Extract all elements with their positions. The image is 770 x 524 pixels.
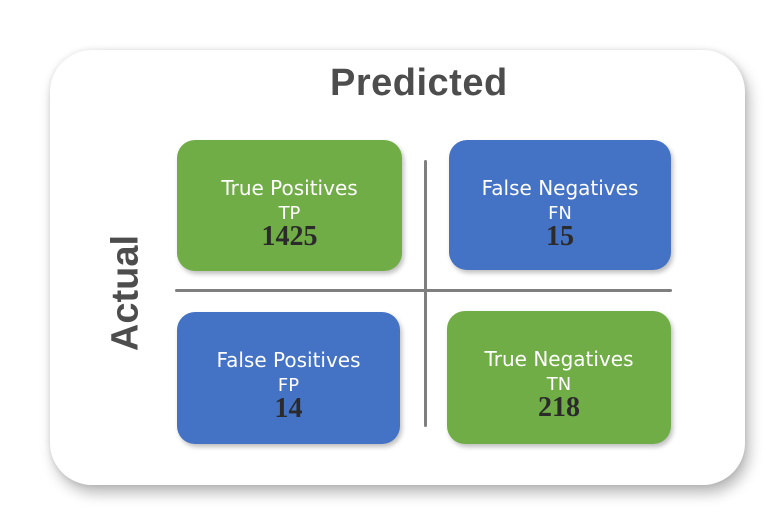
predicted-axis-title: Predicted	[330, 62, 508, 104]
actual-axis-title: Actual	[104, 234, 147, 352]
true-negatives-count: 218	[538, 392, 580, 423]
true-positives-abbr: TP	[278, 203, 301, 224]
false-positives-abbr: FP	[277, 375, 300, 396]
true-positives-label: True Positives	[221, 176, 358, 200]
true-negatives-abbr: TN	[546, 374, 572, 395]
false-negatives-cell: False Negatives FN 15	[449, 140, 671, 270]
true-negatives-label: True Negatives	[484, 347, 634, 371]
false-negatives-label: False Negatives	[481, 176, 639, 200]
vertical-divider	[424, 160, 427, 427]
false-negatives-abbr: FN	[548, 203, 572, 224]
false-positives-count: 14	[274, 393, 303, 424]
false-positives-label: False Positives	[216, 348, 361, 372]
false-positives-cell: False Positives FP 14	[177, 312, 400, 444]
horizontal-divider	[175, 289, 672, 292]
false-negatives-count: 15	[546, 221, 574, 252]
true-positives-count: 1425	[261, 221, 318, 252]
true-negatives-cell: True Negatives TN 218	[447, 311, 671, 444]
true-positives-cell: True Positives TP 1425	[177, 140, 402, 271]
